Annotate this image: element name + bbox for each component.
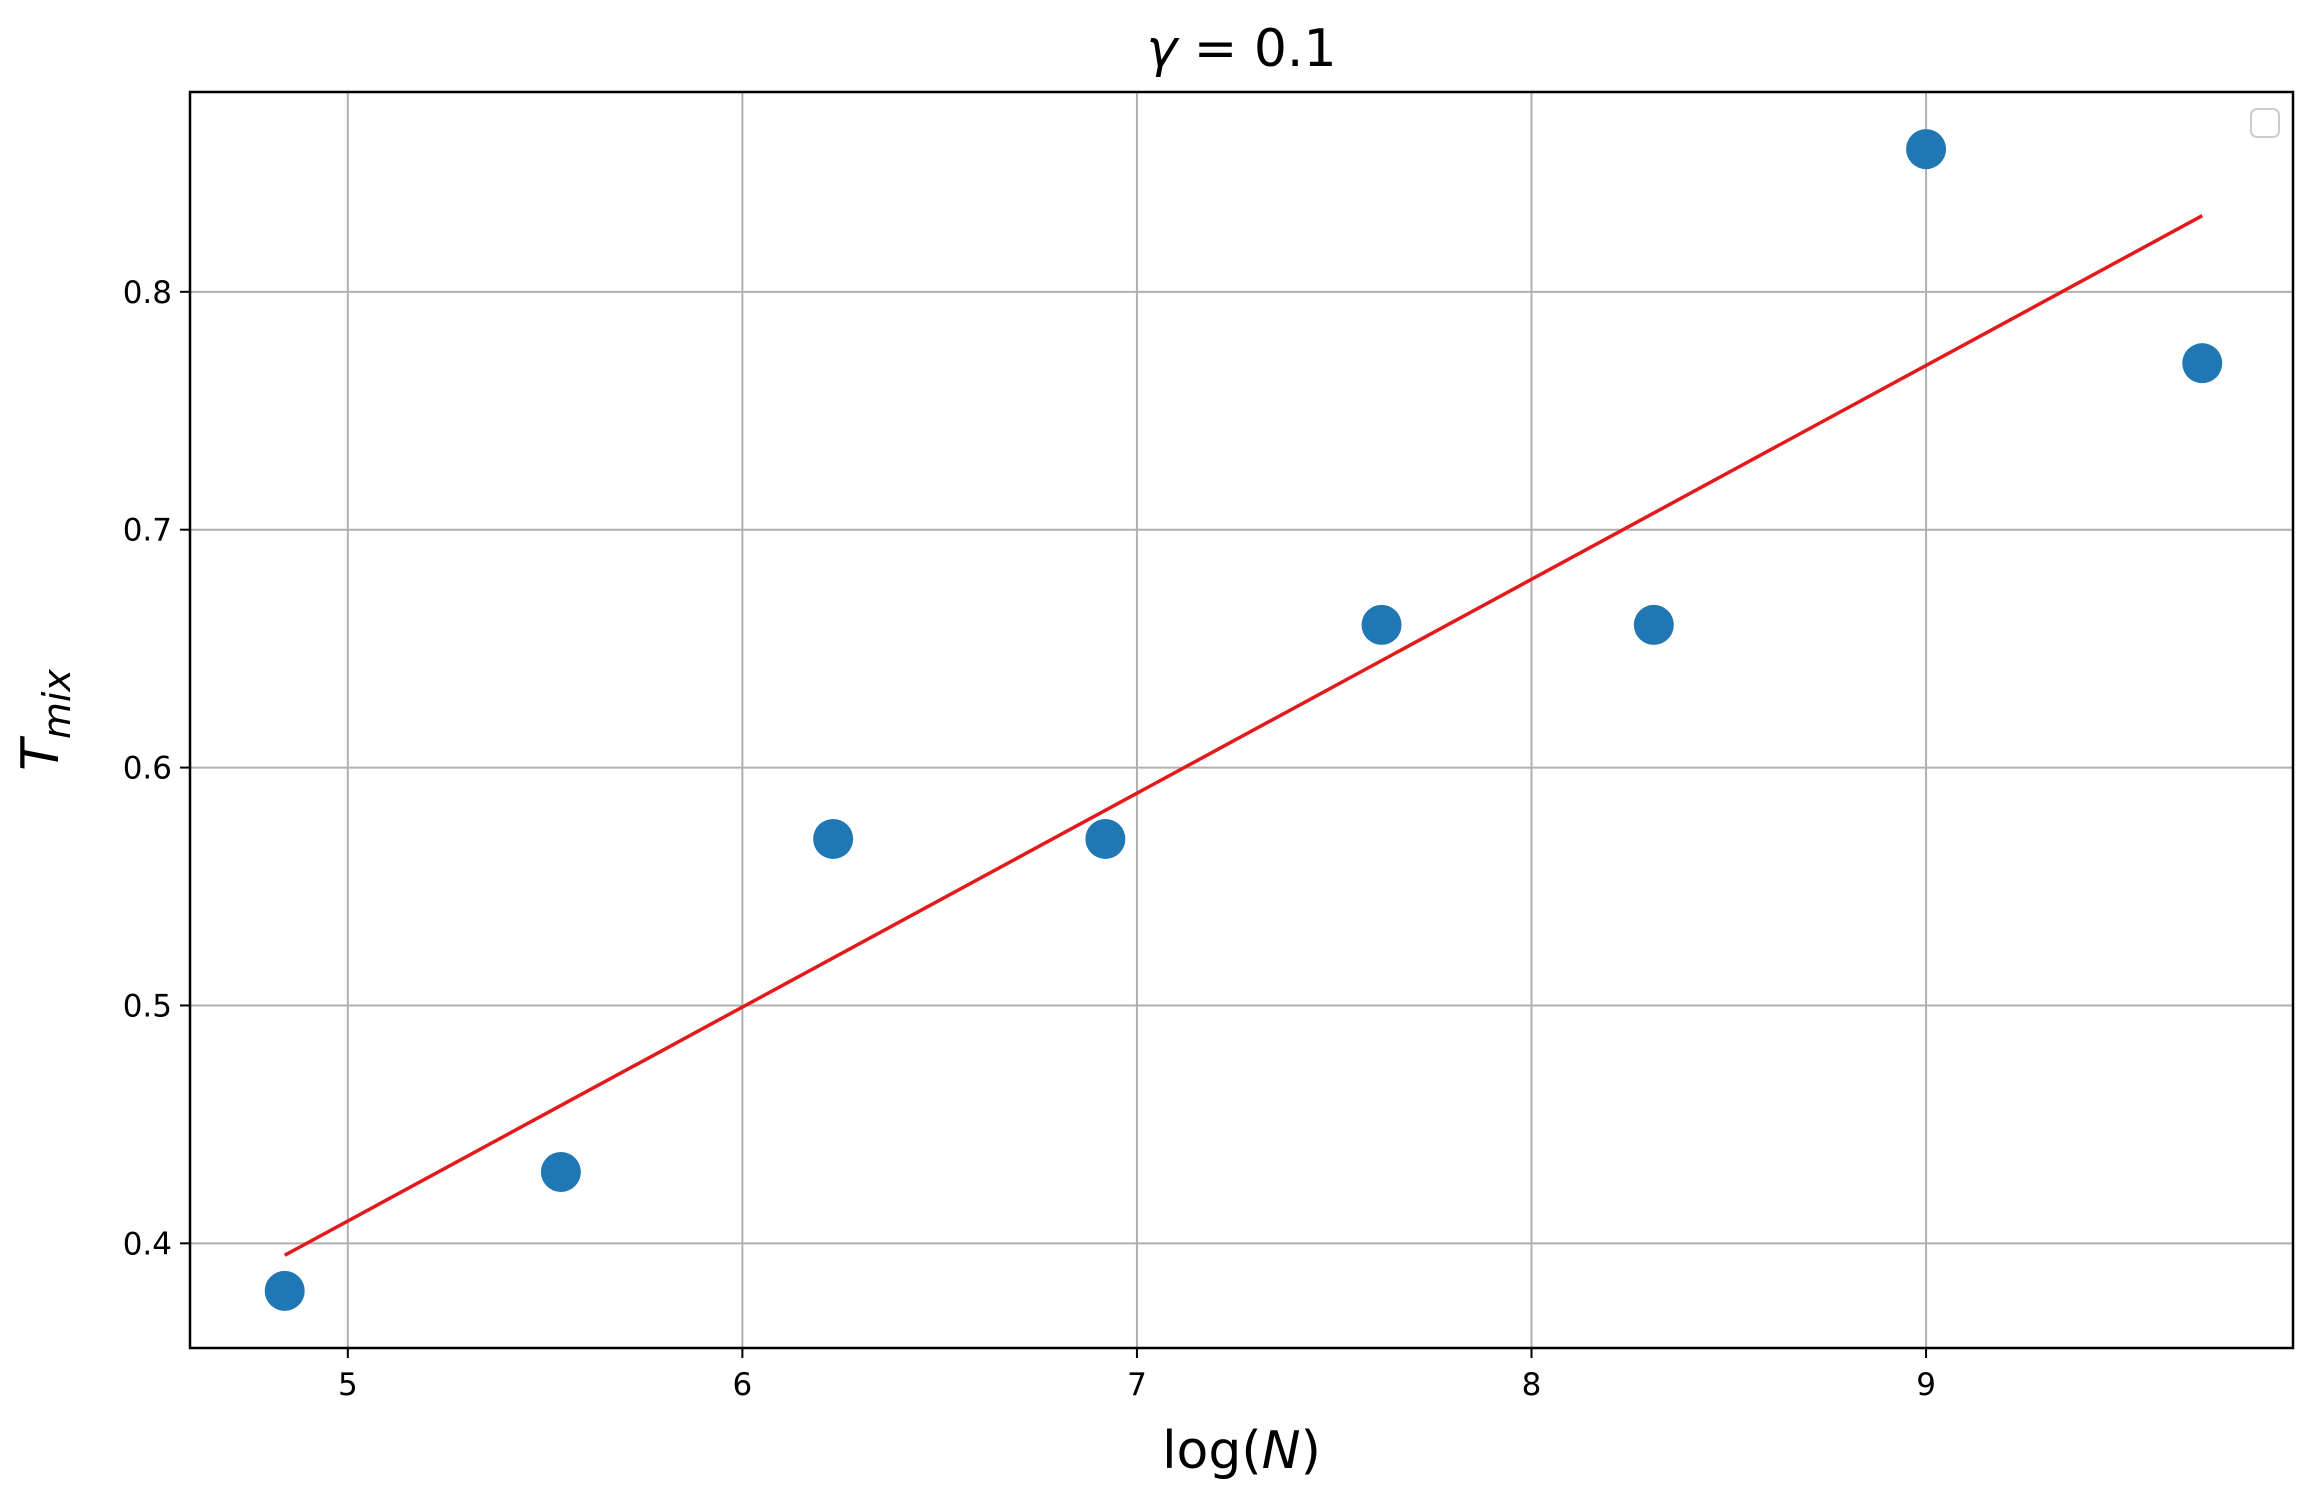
x-tick-label: 9 (1916, 1367, 1936, 1403)
y-axis-label: Tmix (11, 669, 79, 771)
x-axis-label: log(N) (1162, 1421, 1321, 1481)
x-tick-label: 7 (1127, 1367, 1147, 1403)
fit-line-layer (283, 214, 2204, 1257)
data-point (1085, 818, 1126, 859)
x-tick-label: 6 (733, 1367, 753, 1403)
x-tick-label: 5 (338, 1367, 358, 1403)
data-point (264, 1270, 305, 1311)
chart-title: γ = 0.1 (1146, 19, 1336, 79)
legend-box (2250, 108, 2280, 138)
grid (190, 92, 2293, 1348)
y-tick-label: 0.4 (123, 1226, 172, 1262)
data-point (1361, 604, 1402, 645)
y-tick-label: 0.7 (123, 513, 172, 549)
title-value: = 0.1 (1177, 19, 1336, 79)
y-tick-label: 0.5 (123, 988, 172, 1024)
x-label-close: ) (1301, 1421, 1321, 1481)
title-symbol: γ (1146, 19, 1180, 79)
data-points (264, 129, 2223, 1311)
y-label-subscript: mix (35, 669, 79, 740)
x-label-var: N (1262, 1421, 1301, 1481)
y-tick-label: 0.8 (123, 275, 172, 311)
data-point (1906, 129, 1947, 170)
x-axis-ticks: 5 6 7 8 9 (338, 1348, 1936, 1403)
x-tick-label: 8 (1522, 1367, 1542, 1403)
plot-frame (188, 90, 2295, 1350)
y-tick-label: 0.6 (123, 751, 172, 787)
data-point (2182, 343, 2223, 384)
y-axis-ticks: 0.4 0.5 0.6 0.7 0.8 (123, 275, 190, 1262)
y-label-main: T (11, 735, 71, 771)
data-point (540, 1151, 581, 1192)
x-label-fn: log( (1162, 1421, 1262, 1481)
fit-line (283, 214, 2204, 1257)
data-point (1633, 604, 1674, 645)
data-point (813, 818, 854, 859)
